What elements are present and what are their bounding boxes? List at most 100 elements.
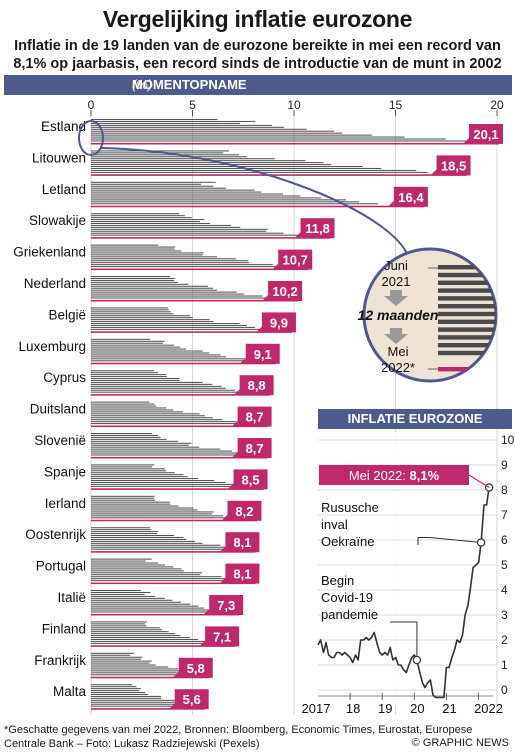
- bar-monthly-line: [91, 197, 322, 199]
- bar-row: Italië 7,3: [57, 590, 244, 616]
- x-tick-label: 5: [189, 98, 196, 112]
- bar-monthly-line: [91, 495, 155, 497]
- magnifier-month-line: [438, 280, 496, 285]
- magnifier-source-ring: [78, 120, 104, 156]
- bar-monthly-line: [91, 372, 159, 374]
- bar-monthly-line: [91, 503, 171, 505]
- bar-monthly-line: [91, 405, 157, 407]
- bar-data-label: 8,1: [233, 567, 251, 582]
- bar-monthly-line: [91, 440, 179, 442]
- bar-monthly-line: [91, 627, 160, 629]
- bar-row: Luxemburg 9,1: [18, 338, 280, 365]
- bar: [91, 488, 264, 490]
- bar-monthly-line: [91, 501, 170, 503]
- bar-monthly-line: [91, 411, 184, 413]
- bar-monthly-line: [91, 122, 240, 124]
- bar-value-badge-pointer: [272, 263, 279, 270]
- magnifier-month-line: [438, 311, 496, 317]
- bar-value-badge: [178, 657, 213, 678]
- inset-callout-leader: [468, 474, 490, 489]
- bar-monthly-line: [91, 558, 152, 560]
- bar-row: Portugal 8,1: [36, 558, 260, 585]
- bar-value-badge: [268, 281, 303, 301]
- bar-monthly-line: [91, 580, 246, 582]
- bar-monthly-line: [91, 593, 145, 595]
- bar-monthly-line: [91, 535, 175, 537]
- bar-monthly-line: [91, 181, 216, 183]
- bar-monthly-line: [91, 640, 215, 642]
- bar-data-label: 8,8: [248, 378, 266, 393]
- bar-monthly-line: [91, 311, 171, 313]
- bar-monthly-line: [91, 262, 249, 264]
- bar: [91, 174, 467, 176]
- annotation-text: Begin: [321, 573, 354, 588]
- y-tick-label: 3: [501, 608, 508, 622]
- magnifier-month-line: [438, 265, 496, 270]
- bar-value-badge: [209, 595, 244, 615]
- bar-monthly-line: [91, 599, 173, 601]
- bar-monthly-line: [91, 517, 238, 519]
- bar-monthly-line: [91, 656, 143, 658]
- bar-monthly-line: [91, 264, 273, 266]
- bar-monthly-line: [91, 654, 131, 656]
- bar-monthly-line: [91, 623, 146, 625]
- bar-category-label: Nederland: [24, 276, 86, 291]
- bar-value-badge: [174, 689, 209, 710]
- bar-data-label: 7,1: [213, 629, 231, 644]
- bar-monthly-line: [91, 638, 199, 640]
- x-tick-label: 10: [287, 98, 301, 112]
- magnifier-month-line: [438, 296, 496, 301]
- bar-monthly-line: [91, 450, 233, 452]
- bar-monthly-line: [91, 693, 148, 695]
- bar-monthly-line: [91, 313, 174, 315]
- bar-monthly-line: [91, 154, 239, 156]
- bar-monthly-line: [91, 315, 190, 317]
- bar-category-label: Slovenië: [34, 433, 86, 448]
- bar-monthly-line: [91, 515, 224, 517]
- bar-monthly-line: [91, 668, 179, 670]
- bar-monthly-line: [91, 160, 306, 162]
- bar-data-label: 8,2: [235, 504, 253, 519]
- bar-monthly-line: [91, 590, 141, 592]
- bar-monthly-line: [91, 507, 194, 509]
- bar-monthly-line: [91, 672, 190, 674]
- inset-callout-prefix: Mei 2022:: [349, 468, 410, 483]
- bar-monthly-line: [91, 464, 155, 466]
- bar-monthly-line: [91, 321, 214, 323]
- bar-row: Litouwen 18,5: [32, 150, 471, 176]
- bar-monthly-line: [91, 156, 247, 158]
- bar-monthly-line: [91, 266, 292, 268]
- bar-monthly-line: [91, 568, 182, 570]
- bar-monthly-line: [91, 403, 155, 405]
- bar-monthly-line: [91, 228, 268, 230]
- bar-monthly-line: [91, 631, 169, 633]
- footer-credit: © GRAPHIC NEWS: [411, 737, 509, 749]
- bar-monthly-line: [91, 378, 180, 380]
- bar-monthly-line: [91, 436, 161, 438]
- bar: [91, 425, 268, 428]
- bar-monthly-line: [91, 415, 205, 417]
- bar-monthly-line: [91, 595, 156, 597]
- bar: [91, 268, 309, 271]
- bar-monthly-line: [91, 126, 285, 128]
- bar-monthly-line: [91, 483, 234, 485]
- magnifier-label: Mei: [388, 344, 409, 359]
- bar-category-label: Malta: [53, 684, 87, 699]
- bar-row: België 9,9: [48, 307, 296, 333]
- bar-monthly-line: [91, 291, 237, 293]
- bar-monthly-line: [91, 625, 147, 627]
- bar-monthly-line: [91, 183, 202, 185]
- bar-row: Slowakije 11,8: [29, 213, 335, 239]
- bar-monthly-line: [91, 448, 221, 450]
- bar-data-label: 9,9: [270, 315, 288, 330]
- bar-category-label: Italië: [57, 590, 86, 605]
- bar-monthly-line: [91, 287, 214, 289]
- bar-monthly-line: [91, 499, 156, 501]
- bar-monthly-line: [91, 576, 222, 578]
- bar-row: Griekenland 10,7: [13, 244, 313, 271]
- bar-monthly-line: [91, 130, 334, 132]
- bar-category-label: Portugal: [36, 559, 86, 574]
- bar-data-label: 18,5: [441, 158, 466, 173]
- bar-monthly-line: [91, 478, 199, 480]
